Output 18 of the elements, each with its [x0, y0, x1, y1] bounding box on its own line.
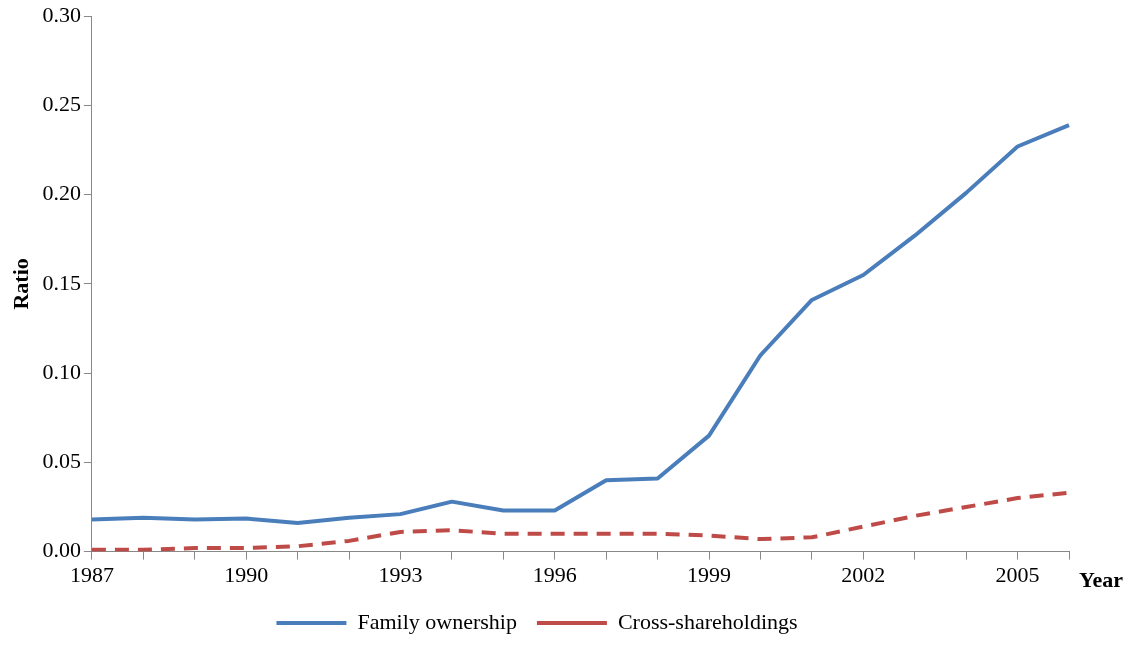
y-tick-label: 0.25 — [42, 91, 81, 117]
x-tick-label: 1993 — [378, 561, 423, 587]
x-tick-label: 1999 — [687, 561, 732, 587]
x-tick-label: 2002 — [841, 561, 886, 587]
y-tick-label: 0.00 — [42, 537, 81, 563]
legend-label: Family ownership — [357, 608, 517, 634]
legend-label: Cross-shareholdings — [617, 608, 798, 634]
y-tick-label: 0.20 — [42, 180, 81, 206]
y-axis-title: Ratio — [7, 258, 33, 310]
x-tick-label: 2005 — [995, 561, 1040, 587]
x-axis-title: Year — [1079, 567, 1124, 593]
y-tick-label: 0.15 — [42, 269, 81, 295]
y-tick-label: 0.05 — [42, 448, 81, 474]
x-tick-label: 1987 — [69, 561, 114, 587]
x-tick-label: 1996 — [532, 561, 577, 587]
y-tick-label: 0.30 — [42, 1, 81, 27]
y-tick-label: 0.10 — [42, 358, 81, 384]
x-tick-label: 1990 — [224, 561, 269, 587]
